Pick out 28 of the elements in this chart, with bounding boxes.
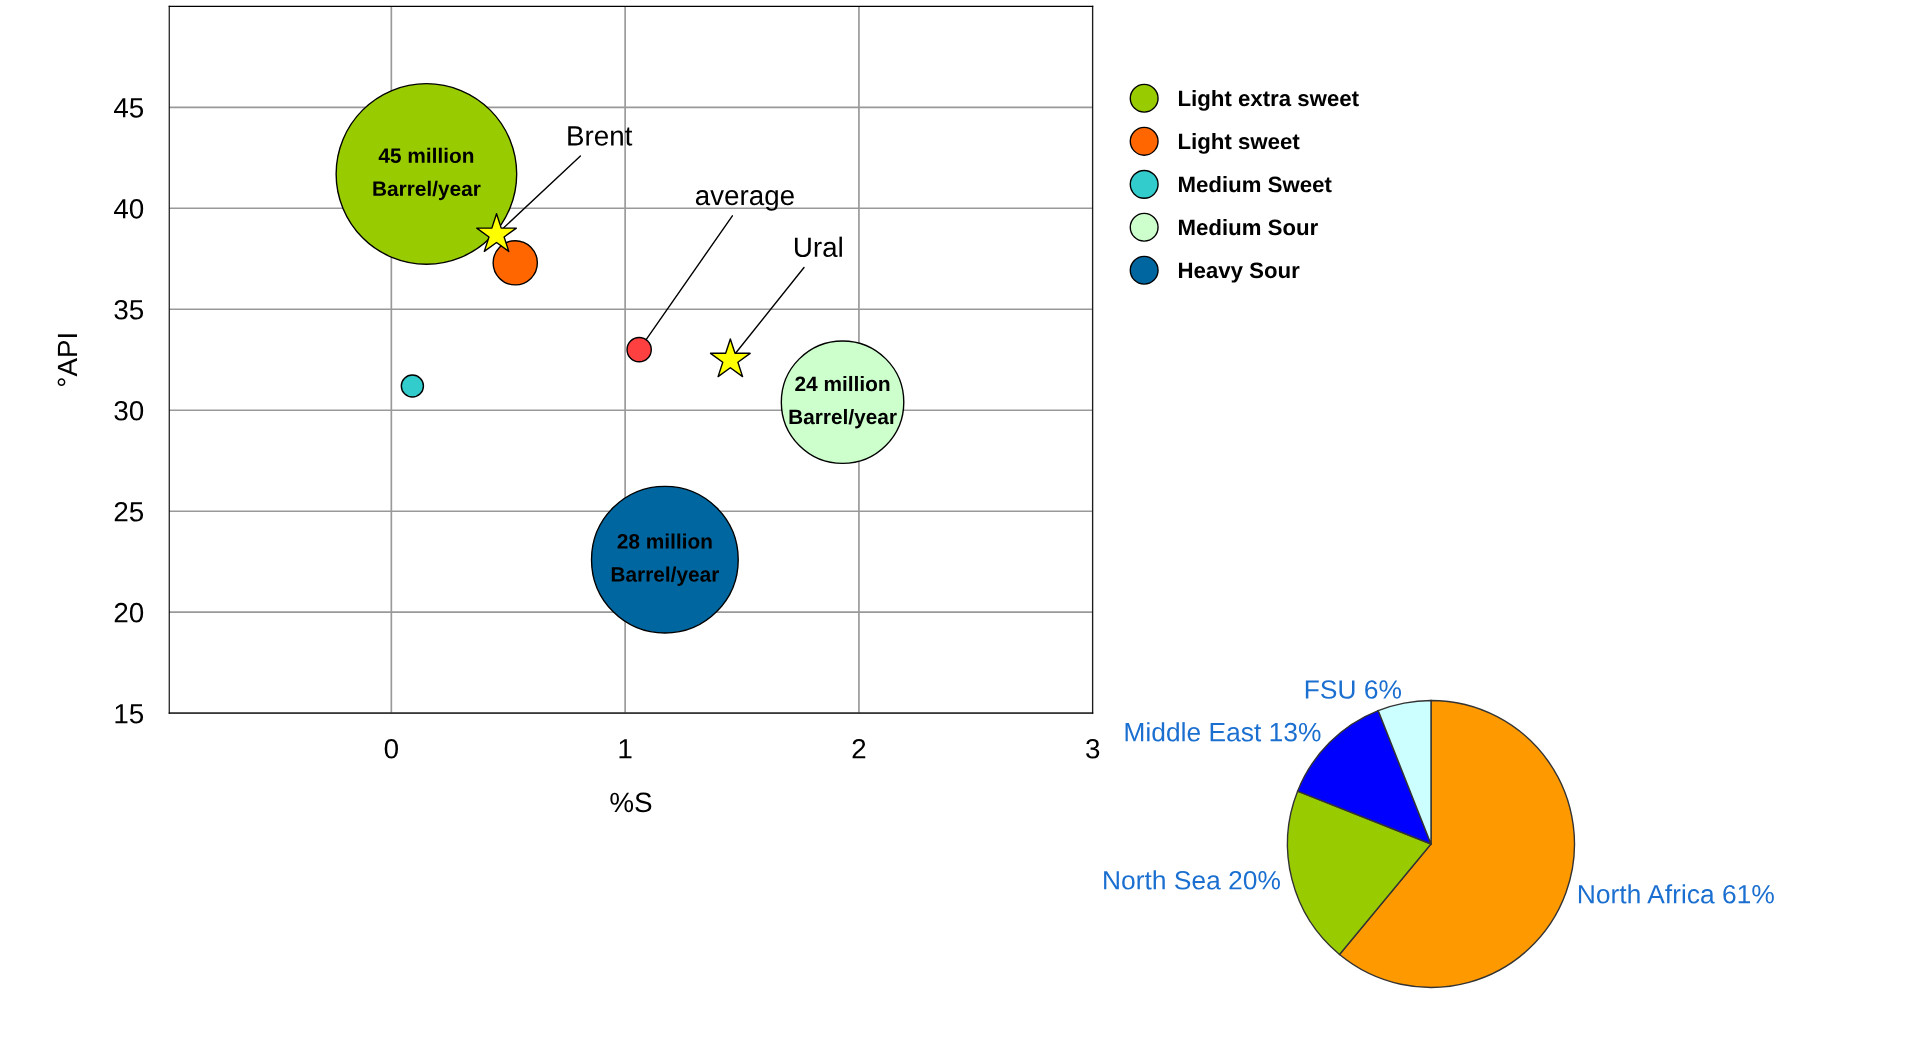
x-tick-label: 0 [384, 738, 398, 759]
legend-label: Medium Sour [1178, 218, 1318, 236]
legend-label: Light sweet [1178, 132, 1300, 154]
legend-label: Medium Sweet [1178, 176, 1332, 193]
y-tick-label: 25 [114, 501, 144, 522]
slice-label: Middle East 13% [1125, 722, 1321, 742]
y-axis-title: °API [57, 334, 78, 387]
slice-label: FSU 6% [1305, 680, 1402, 699]
y-tick-label: 20 [114, 602, 144, 623]
y-tick-label: 35 [114, 299, 144, 320]
x-tick-label: 1 [619, 739, 632, 759]
legend-label: Heavy Sour [1178, 262, 1300, 283]
annotation: 28 million Barrel/year [611, 533, 719, 586]
y-tick-label: 15 [115, 704, 144, 724]
annotation: 45 million Barrel/year [373, 147, 481, 201]
x-tick-label: 2 [852, 738, 866, 759]
y-tick-label: 30 [114, 400, 144, 421]
legend-label: Light extra sweet [1178, 89, 1359, 111]
annotation: 24 million Barrel/year [789, 375, 897, 429]
y-tick-label: 40 [113, 198, 144, 219]
x-axis-title: %S [610, 792, 652, 813]
y-tick-label: 45 [113, 98, 144, 118]
x-tick-label: 3 [1086, 738, 1100, 759]
slice-label: North Africa 61% [1578, 884, 1774, 904]
annotation: Ural [794, 236, 842, 258]
slice-label: North Sea 20% [1104, 870, 1280, 890]
annotation: Brent [568, 126, 633, 146]
annotation: average [695, 190, 794, 211]
